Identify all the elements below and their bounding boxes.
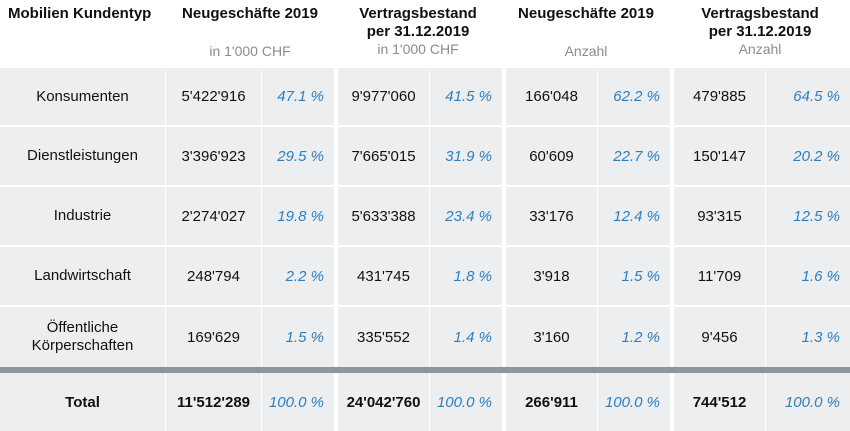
header-group-4-unit: Anzahl — [738, 41, 782, 57]
total-cell-percent: 100.0 % — [766, 373, 850, 431]
table-cell-value: 166'048 — [502, 68, 598, 127]
table-cell-percent: 31.9 % — [430, 127, 502, 187]
total-cell-percent: 100.0 % — [262, 373, 334, 431]
row-label-text: Konsumenten — [36, 87, 129, 105]
header-kundentyp: Mobilien Kundentyp — [0, 0, 166, 68]
table-cell-percent: 41.5 % — [430, 68, 502, 127]
header-group-4-title: Vertragsbestand — [701, 5, 819, 22]
row-label: Industrie — [0, 187, 166, 247]
table-cell-value: 9'977'060 — [334, 68, 430, 127]
total-cell-percent: 100.0 % — [598, 373, 670, 431]
header-group-2-title: Vertragsbestand — [359, 5, 477, 22]
table-cell-value: 335'552 — [334, 307, 430, 367]
header-group-3-unit: Anzahl — [564, 43, 608, 59]
table-cell-percent: 1.2 % — [598, 307, 670, 367]
table-cell-value: 3'160 — [502, 307, 598, 367]
header-group-2-unit: in 1'000 CHF — [377, 41, 459, 57]
table-cell-value: 5'633'388 — [334, 187, 430, 247]
table-cell-percent: 2.2 % — [262, 247, 334, 307]
header-group-3-title: Neugeschäfte 2019 — [518, 5, 654, 22]
table-cell-percent: 23.4 % — [430, 187, 502, 247]
table-cell-percent: 1.3 % — [766, 307, 850, 367]
table-cell-value: 150'147 — [670, 127, 766, 187]
row-label: Dienstleistungen — [0, 127, 166, 187]
header-group-1-unit: in 1'000 CHF — [209, 43, 291, 59]
table-cell-value: 248'794 — [166, 247, 262, 307]
table-cell-value: 169'629 — [166, 307, 262, 367]
table-cell-value: 9'456 — [670, 307, 766, 367]
total-label: Total — [0, 373, 166, 431]
table-cell-percent: 12.4 % — [598, 187, 670, 247]
table-cell-value: 479'885 — [670, 68, 766, 127]
table-cell-value: 33'176 — [502, 187, 598, 247]
table-cell-value: 5'422'916 — [166, 68, 262, 127]
table-cell-value: 93'315 — [670, 187, 766, 247]
table-cell-percent: 22.7 % — [598, 127, 670, 187]
table-cell-percent: 1.6 % — [766, 247, 850, 307]
header-kundentyp-label: Mobilien Kundentyp — [8, 5, 152, 22]
table-cell-percent: 62.2 % — [598, 68, 670, 127]
table-cell-value: 7'665'015 — [334, 127, 430, 187]
header-group-3: Neugeschäfte 2019 Anzahl — [502, 0, 670, 68]
total-cell-value: 24'042'760 — [334, 373, 430, 431]
row-label-text-line2: Körperschaften — [31, 337, 134, 354]
row-label: Konsumenten — [0, 68, 166, 127]
table-cell-value: 60'609 — [502, 127, 598, 187]
table-cell-percent: 64.5 % — [766, 68, 850, 127]
table-cell-value: 2'274'027 — [166, 187, 262, 247]
table-cell-percent: 47.1 % — [262, 68, 334, 127]
table-cell-percent: 1.5 % — [598, 247, 670, 307]
table-cell-percent: 19.8 % — [262, 187, 334, 247]
header-group-1: Neugeschäfte 2019 in 1'000 CHF — [166, 0, 334, 68]
table-cell-value: 11'709 — [670, 247, 766, 307]
table-cell-value: 431'745 — [334, 247, 430, 307]
header-group-1-title: Neugeschäfte 2019 — [182, 5, 318, 22]
total-cell-value: 266'911 — [502, 373, 598, 431]
total-cell-value: 11'512'289 — [166, 373, 262, 431]
table-cell-percent: 20.2 % — [766, 127, 850, 187]
table-cell-percent: 1.5 % — [262, 307, 334, 367]
header-group-4-title2: per 31.12.2019 — [708, 23, 812, 40]
total-cell-value: 744'512 — [670, 373, 766, 431]
row-label: Landwirtschaft — [0, 247, 166, 307]
header-group-2: Vertragsbestand per 31.12.2019 in 1'000 … — [334, 0, 502, 68]
table-cell-value: 3'918 — [502, 247, 598, 307]
table-cell-percent: 12.5 % — [766, 187, 850, 247]
header-group-2-title2: per 31.12.2019 — [366, 23, 470, 40]
table-cell-percent: 1.8 % — [430, 247, 502, 307]
table-cell-value: 3'396'923 — [166, 127, 262, 187]
row-label-text: Industrie — [53, 207, 112, 224]
total-separator — [0, 367, 850, 373]
total-cell-percent: 100.0 % — [430, 373, 502, 431]
row-label-text: Öffentliche — [46, 319, 119, 336]
header-group-4: Vertragsbestand per 31.12.2019 Anzahl — [670, 0, 850, 68]
row-label: Öffentliche Körperschaften — [0, 307, 166, 367]
table-cell-percent: 1.4 % — [430, 307, 502, 367]
table-cell-percent: 29.5 % — [262, 127, 334, 187]
row-label-text: Dienstleistungen — [27, 147, 138, 164]
row-label-text: Landwirtschaft — [34, 267, 131, 284]
